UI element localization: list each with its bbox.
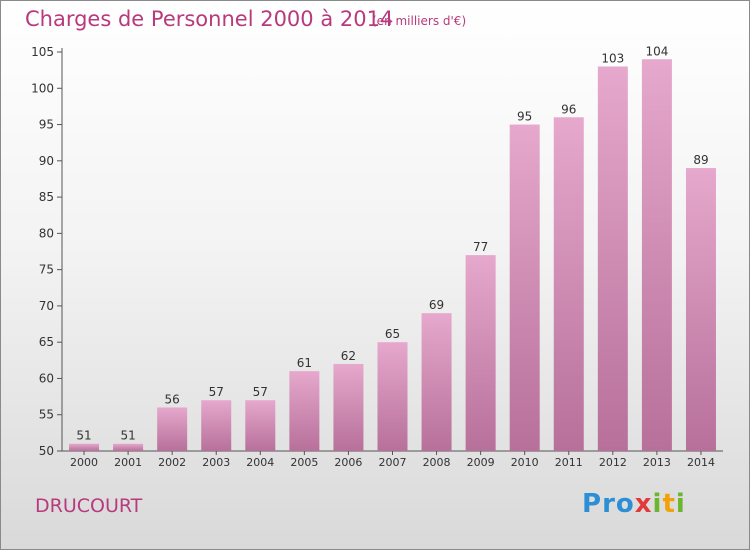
chart-title: Charges de Personnel 2000 à 2014 (25, 7, 394, 31)
logo-letter: r (602, 489, 616, 519)
x-tick-label: 2008 (423, 456, 451, 469)
y-tick-label: 65 (39, 335, 54, 349)
bar (289, 371, 320, 451)
bar (641, 59, 672, 451)
bar (201, 400, 232, 451)
x-tick-label: 2000 (70, 456, 98, 469)
logo-letter: t (662, 489, 676, 519)
data-label: 104 (645, 44, 668, 58)
bar (553, 117, 584, 452)
x-tick-label: 2003 (202, 456, 230, 469)
logo-letter: i (652, 489, 663, 519)
y-tick-label: 50 (39, 444, 54, 458)
logo-letter: P (582, 489, 603, 519)
bar (113, 443, 144, 451)
bar (245, 400, 276, 451)
data-label: 51 (120, 429, 135, 443)
y-tick-label: 80 (39, 226, 54, 240)
data-label: 77 (473, 240, 488, 254)
bar (157, 407, 188, 451)
x-tick-label: 2009 (467, 456, 495, 469)
bar (333, 363, 364, 451)
y-tick-label: 70 (39, 299, 54, 313)
data-label: 65 (385, 327, 400, 341)
x-tick-label: 2002 (158, 456, 186, 469)
bar (377, 342, 408, 451)
y-tick-label: 60 (39, 371, 54, 385)
logo-letter: o (615, 489, 635, 519)
data-label: 69 (429, 298, 444, 312)
x-tick-label: 2001 (114, 456, 142, 469)
commune-name: DRUCOURT (35, 495, 143, 517)
x-tick-label: 2014 (687, 456, 715, 469)
data-label: 56 (165, 392, 180, 406)
bar (421, 313, 452, 451)
y-tick-label: 100 (31, 81, 54, 95)
data-label: 57 (209, 385, 224, 399)
y-tick-label: 55 (39, 408, 54, 422)
bar (685, 168, 716, 451)
bar (509, 124, 540, 451)
x-tick-label: 2006 (334, 456, 362, 469)
data-label: 51 (76, 429, 91, 443)
data-label: 89 (693, 153, 708, 167)
bar (69, 443, 100, 451)
data-label: 103 (601, 52, 624, 66)
y-tick-label: 85 (39, 190, 54, 204)
y-tick-label: 105 (31, 45, 54, 59)
logo-letter: x (634, 489, 653, 519)
proxiti-logo[interactable]: Proxiti (582, 489, 686, 519)
data-label: 61 (297, 356, 312, 370)
data-label: 57 (253, 385, 268, 399)
bar (597, 66, 628, 451)
y-tick-label: 75 (39, 263, 54, 277)
x-tick-label: 2004 (246, 456, 274, 469)
data-label: 96 (561, 102, 576, 116)
bar (465, 255, 496, 451)
y-tick-label: 95 (39, 118, 54, 132)
logo-letter: i (675, 489, 686, 519)
x-tick-label: 2010 (511, 456, 539, 469)
x-tick-label: 2007 (379, 456, 407, 469)
x-tick-label: 2012 (599, 456, 627, 469)
x-tick-label: 2011 (555, 456, 583, 469)
x-tick-label: 2005 (290, 456, 318, 469)
data-label: 95 (517, 110, 532, 124)
data-label: 62 (341, 349, 356, 363)
x-tick-label: 2013 (643, 456, 671, 469)
y-tick-label: 90 (39, 154, 54, 168)
chart-subtitle: (en milliers d'€) (372, 14, 467, 28)
